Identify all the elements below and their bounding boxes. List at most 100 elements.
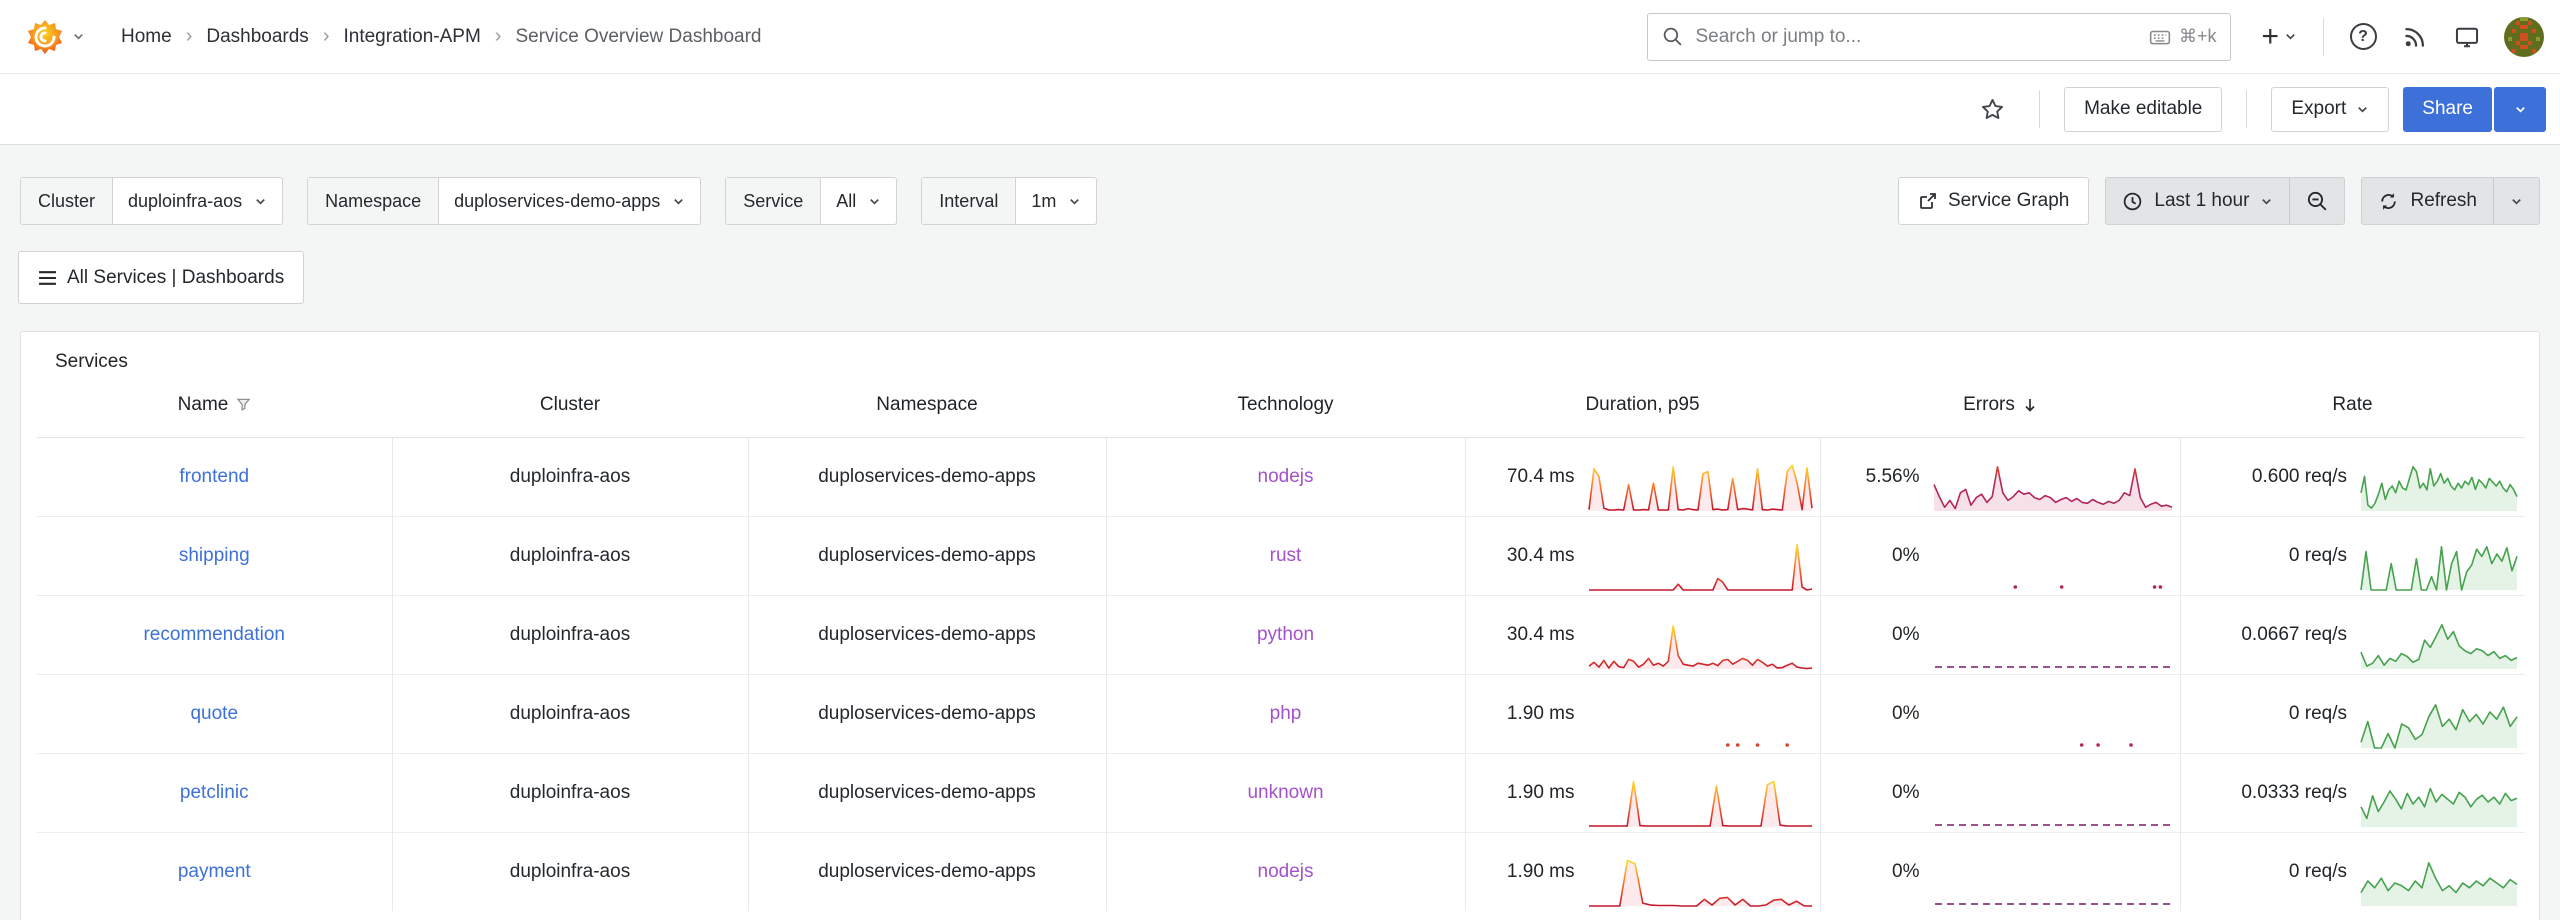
namespace-value-text: duploservices-demo-apps — [454, 190, 661, 211]
filter-funnel-icon[interactable] — [236, 397, 251, 412]
namespace-variable-value[interactable]: duploservices-demo-apps — [439, 178, 700, 224]
column-header-errors[interactable]: Errors — [1820, 373, 2180, 437]
duration-cell: 1.90 ms — [1466, 675, 1820, 753]
interval-variable: Interval 1m — [921, 177, 1098, 225]
errors-cell: 0% — [1821, 833, 2180, 911]
column-header-technology[interactable]: Technology — [1237, 393, 1334, 415]
duration-cell: 1.90 ms — [1466, 754, 1820, 832]
service-name-link[interactable]: shipping — [178, 544, 250, 566]
service-graph-label: Service Graph — [1947, 190, 2070, 211]
duration-value: 30.4 ms — [1506, 623, 1575, 645]
errors-cell: 5.56% — [1821, 438, 2180, 516]
interval-variable-value[interactable]: 1m — [1016, 178, 1096, 224]
breadcrumb-folder[interactable]: Integration-APM — [343, 25, 481, 47]
table-header-row: Name Cluster Namespace Technology Durati… — [37, 373, 2525, 437]
column-header-rate[interactable]: Rate — [2332, 393, 2373, 415]
rate-cell: 0.0667 req/s — [2181, 596, 2526, 674]
kiosk-mode-button[interactable] — [2444, 14, 2490, 60]
hamburger-menu-icon — [39, 270, 56, 285]
share-menu-button[interactable] — [2494, 86, 2546, 132]
avatar[interactable] — [2504, 16, 2544, 57]
nav-actions: + ? — [2251, 14, 2544, 60]
rate-sparkline — [2360, 616, 2518, 671]
duration-value: 1.90 ms — [1506, 781, 1575, 803]
search-input[interactable] — [1695, 25, 2137, 48]
column-header-name[interactable]: Name — [37, 373, 392, 437]
duration-cell: 30.4 ms — [1466, 596, 1820, 674]
cluster-variable-label: Cluster — [21, 178, 114, 224]
errors-value: 0% — [1892, 781, 1920, 803]
duration-sparkline — [1588, 695, 1813, 750]
search-shortcut: ⌘+k — [2149, 26, 2216, 48]
errors-cell: 0% — [1821, 754, 2180, 832]
make-editable-button[interactable]: Make editable — [2064, 86, 2223, 132]
service-name-link[interactable]: quote — [190, 702, 239, 724]
rss-icon — [2404, 27, 2424, 47]
duration-value: 30.4 ms — [1506, 544, 1575, 566]
zoom-out-time-button[interactable] — [2289, 178, 2344, 224]
service-name-link[interactable]: frontend — [179, 465, 250, 487]
service-name-link[interactable]: payment — [177, 860, 251, 882]
refresh-label: Refresh — [2410, 190, 2477, 211]
cluster-variable: Cluster duploinfra-aos — [20, 177, 284, 225]
divider — [2246, 90, 2248, 128]
duration-value: 70.4 ms — [1506, 465, 1575, 487]
chevron-down-icon — [2262, 198, 2272, 205]
table-row: quote duploinfra-aos duploservices-demo-… — [37, 673, 2525, 753]
cluster-cell: duploinfra-aos — [391, 436, 748, 516]
news-button[interactable] — [2392, 14, 2438, 60]
refresh-interval-button[interactable] — [2493, 178, 2539, 224]
column-header-cluster[interactable]: Cluster — [539, 393, 601, 415]
cluster-variable-value[interactable]: duploinfra-aos — [113, 178, 282, 224]
export-button[interactable]: Export — [2271, 86, 2390, 132]
table-row: shipping duploinfra-aos duploservices-de… — [37, 515, 2525, 595]
breadcrumb-separator: › — [322, 25, 330, 47]
table-row: petclinic duploinfra-aos duploservices-d… — [37, 752, 2525, 832]
duration-sparkline — [1588, 537, 1813, 592]
breadcrumb-home[interactable]: Home — [121, 25, 172, 47]
refresh-button[interactable]: Refresh — [2362, 178, 2493, 224]
errors-header-label: Errors — [1963, 393, 2015, 415]
namespace-cell: duploservices-demo-apps — [747, 831, 1106, 911]
service-name-link[interactable]: recommendation — [143, 623, 286, 645]
dashboard-actions: Service Graph Last 1 hour Refresh — [1897, 177, 2540, 225]
rate-sparkline — [2360, 695, 2518, 750]
new-dashboard-button[interactable]: + — [2251, 14, 2307, 60]
all-services-dashboards-button[interactable]: All Services | Dashboards — [18, 251, 305, 304]
time-range-label: Last 1 hour — [2154, 190, 2250, 211]
service-name-link[interactable]: petclinic — [179, 781, 249, 803]
share-button[interactable]: Share — [2403, 86, 2492, 132]
nav-bar: Home › Dashboards › Integration-APM › Se… — [0, 0, 2560, 74]
search-box[interactable]: ⌘+k — [1647, 12, 2232, 61]
rate-value: 0 req/s — [2288, 544, 2347, 566]
technology-cell: python — [1256, 623, 1315, 645]
cluster-cell: duploinfra-aos — [391, 831, 748, 911]
help-button[interactable]: ? — [2340, 14, 2386, 60]
time-range-button[interactable]: Last 1 hour — [2106, 178, 2289, 224]
rate-value: 0 req/s — [2288, 702, 2347, 724]
breadcrumb-separator: › — [494, 25, 502, 47]
plus-icon: + — [2261, 19, 2279, 53]
namespace-variable-label: Namespace — [308, 178, 440, 224]
column-header-duration[interactable]: Duration, p95 — [1585, 393, 1700, 415]
namespace-cell: duploservices-demo-apps — [747, 594, 1106, 674]
help-icon: ? — [2349, 23, 2377, 50]
cluster-cell: duploinfra-aos — [391, 752, 748, 832]
panel-title: Services — [55, 351, 128, 372]
zoom-out-icon — [2308, 191, 2327, 211]
errors-cell: 0% — [1821, 675, 2180, 753]
breadcrumb-dashboards[interactable]: Dashboards — [206, 25, 309, 47]
service-graph-button[interactable]: Service Graph — [1897, 177, 2090, 225]
service-variable-value[interactable]: All — [821, 178, 896, 224]
chevron-down-icon — [72, 30, 85, 43]
errors-value: 0% — [1892, 544, 1920, 566]
sort-desc-icon — [2025, 398, 2035, 412]
top-nav: Home › Dashboards › Integration-APM › Se… — [0, 0, 2560, 145]
column-header-namespace[interactable]: Namespace — [876, 393, 978, 415]
chevron-down-icon — [256, 198, 265, 205]
favorite-button[interactable] — [1969, 86, 2015, 132]
chevron-down-icon — [2358, 106, 2368, 113]
duration-sparkline — [1588, 616, 1813, 671]
service-value-text: All — [836, 190, 857, 211]
grafana-logo-button[interactable] — [16, 18, 95, 56]
